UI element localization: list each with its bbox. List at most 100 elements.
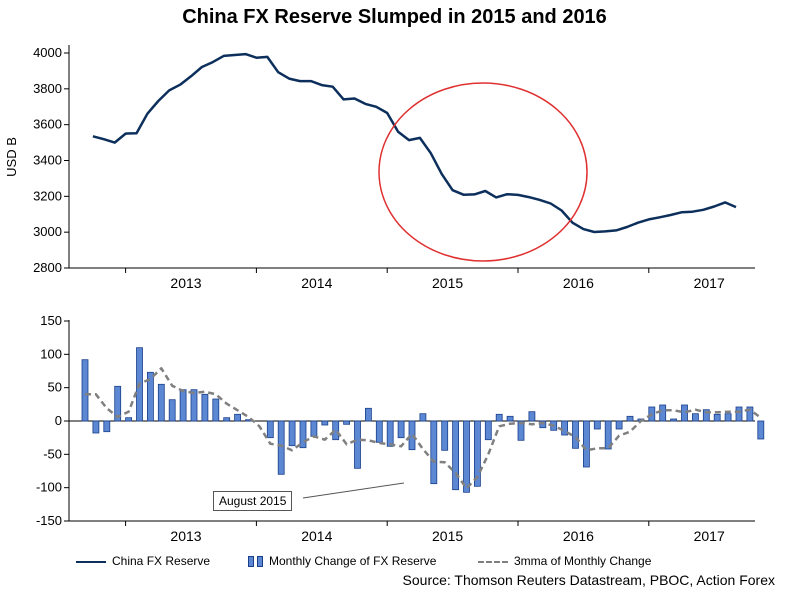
bar [201, 393, 209, 422]
bar [125, 417, 132, 422]
bar [212, 398, 220, 422]
x-tick-label: 2014 [301, 275, 332, 291]
bar [452, 420, 460, 491]
highlight-circle [378, 82, 588, 262]
y-axis-label: USD B [4, 137, 19, 177]
source-note: Source: Thomson Reuters Datastream, PBOC… [402, 572, 775, 588]
bar [146, 371, 154, 422]
y-tick-label: -100 [36, 480, 62, 495]
legend-item-reserve: China FX Reserve [76, 554, 210, 568]
bar [713, 413, 721, 422]
bar [681, 404, 688, 422]
bar [375, 420, 383, 443]
bar [364, 407, 372, 422]
bar [593, 420, 601, 430]
y-tick-label: 3600 [33, 117, 62, 132]
bar [757, 420, 765, 440]
y-tick-label: 3800 [33, 81, 62, 96]
legend: China FX Reserve Monthly Change of FX Re… [0, 552, 789, 572]
x-tick-label: 2013 [170, 528, 201, 544]
x-tick-label: 2015 [432, 275, 463, 291]
bar [692, 413, 699, 422]
bar [397, 420, 405, 439]
bar [735, 406, 743, 422]
bar [615, 420, 623, 430]
bar [724, 413, 732, 422]
bar [430, 420, 438, 485]
bar [179, 389, 187, 422]
bar [528, 411, 536, 422]
bar [506, 415, 514, 422]
chart-title: China FX Reserve Slumped in 2015 and 201… [182, 6, 607, 28]
legend-label-change: Monthly Change of FX Reserve [269, 554, 437, 568]
x-tick-label: 2013 [170, 275, 201, 291]
bar [190, 389, 198, 422]
bar [626, 415, 634, 422]
bar [517, 420, 525, 441]
bar [321, 420, 329, 426]
x-tick-label: 2016 [563, 275, 594, 291]
legend-line-swatch [76, 560, 106, 563]
x-tick-label: 2016 [563, 528, 594, 544]
legend-label-reserve: China FX Reserve [112, 554, 211, 568]
bar [223, 417, 231, 422]
x-tick-label: 2017 [694, 275, 725, 291]
bar [310, 420, 318, 437]
bar [354, 420, 361, 469]
3mma-series-line [85, 367, 762, 490]
fx-reserve-series-line [92, 52, 737, 234]
callout-leader [302, 482, 405, 499]
y-tick-label: 4000 [33, 45, 62, 60]
bar [157, 383, 165, 422]
y-tick-label: 3400 [33, 153, 62, 168]
y-tick-label: 0 [55, 413, 62, 428]
monthly-change-bar-chart: -150 -100 -50 0 50 100 150 2013 2014 2015 2016 201… [36, 313, 765, 544]
bar [473, 420, 481, 487]
legend-item-change: Monthly Change of FX Reserve [248, 554, 436, 568]
bar [332, 420, 340, 441]
bar [583, 420, 590, 468]
bar [463, 420, 470, 493]
bar [441, 420, 449, 451]
y-tick-label: 100 [40, 346, 62, 361]
august-2015-callout: August 2015 [213, 491, 293, 511]
y-tick-label: 150 [40, 313, 62, 328]
bar [386, 420, 394, 447]
bar [92, 420, 100, 434]
bar [168, 399, 176, 422]
bar [670, 418, 677, 422]
bar [495, 413, 503, 422]
bar [561, 420, 568, 436]
y-tick-label: 3200 [33, 188, 62, 203]
bar [746, 406, 754, 422]
bar [234, 413, 242, 422]
bar [604, 420, 612, 450]
bar [702, 409, 710, 422]
bar [343, 420, 351, 425]
x-tick-label: 2014 [301, 528, 332, 544]
bar [103, 420, 111, 433]
bar [114, 385, 122, 422]
y-tick-label: 3000 [33, 224, 62, 239]
bar [288, 420, 296, 447]
y-tick-label: 50 [48, 380, 62, 395]
bar [266, 420, 274, 439]
legend-item-mma: 3mma of Monthly Change [478, 554, 651, 568]
bar [659, 404, 667, 422]
bar [81, 359, 89, 422]
bar [299, 420, 307, 449]
legend-bar-swatch [248, 556, 254, 568]
y-tick-label: -50 [43, 446, 62, 461]
y-tick-label: 2800 [33, 260, 62, 275]
bar [419, 413, 427, 422]
x-tick-label: 2017 [694, 528, 725, 544]
fx-reserve-line-chart: 2800 3000 3200 3400 3600 3800 4000 2013 2014 201… [4, 45, 755, 291]
legend-label-mma: 3mma of Monthly Change [514, 554, 652, 568]
legend-dash-swatch [478, 560, 508, 563]
bar [572, 420, 579, 449]
legend-bar-swatch [257, 556, 263, 568]
bar [277, 420, 285, 475]
x-tick-label: 2015 [432, 528, 463, 544]
y-tick-label: -150 [36, 513, 62, 528]
